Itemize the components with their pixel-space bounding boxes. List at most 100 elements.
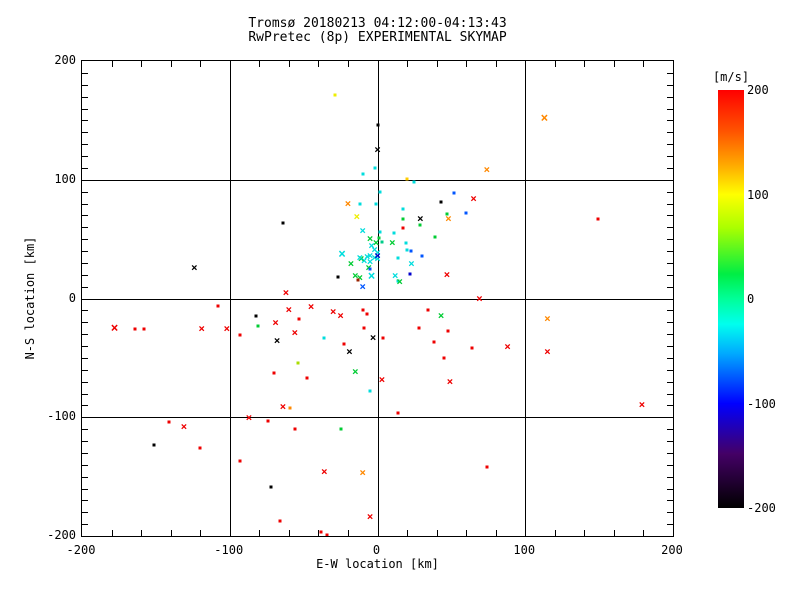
y-minor-tick <box>667 500 673 502</box>
data-point-x: × <box>282 285 290 299</box>
x-minor-tick <box>259 61 261 67</box>
data-point-dot <box>401 226 405 230</box>
y-minor-tick <box>82 227 88 229</box>
data-point-x: × <box>356 272 363 283</box>
data-point-dot <box>417 326 421 330</box>
y-minor-tick <box>82 441 88 442</box>
x-minor-tick <box>318 61 320 67</box>
data-point-x: × <box>369 330 377 344</box>
y-minor-tick <box>82 381 88 383</box>
data-point-dot <box>297 317 301 321</box>
y-minor-tick <box>82 512 88 514</box>
data-point-dot <box>452 191 456 195</box>
figure-title-block: Tromsø 20180213 04:12:00-04:13:43 RwPret… <box>81 17 674 45</box>
plot-area: × × × × × × × × × × × × × × × × × × × × × × × × × × × × × × × × × × × × × × × ×… <box>81 60 674 537</box>
y-minor-tick <box>667 488 673 490</box>
x-minor-tick <box>407 61 409 67</box>
y-minor-tick <box>82 322 88 324</box>
data-point-x: × <box>368 239 375 253</box>
data-point-x: × <box>374 252 381 266</box>
y-minor-tick <box>667 120 673 122</box>
data-point-x: × <box>273 334 281 348</box>
figure-title: Tromsø 20180213 04:12:00-04:13:43 <box>248 16 507 31</box>
y-minor-tick <box>667 84 673 86</box>
y-minor-tick <box>667 96 673 98</box>
y-minor-tick <box>82 203 88 205</box>
data-point-dot <box>281 221 285 224</box>
y-minor-tick <box>667 393 673 395</box>
grid-line-horizontal <box>82 417 673 419</box>
data-point-x: × <box>365 262 372 273</box>
y-minor-tick <box>82 476 88 478</box>
data-point-dot <box>439 200 443 204</box>
x-minor-tick <box>466 530 468 536</box>
data-point-x: × <box>371 251 378 265</box>
data-point-x: × <box>347 257 355 271</box>
data-point-dot <box>216 304 220 308</box>
grid-line-horizontal <box>82 179 673 181</box>
data-point-x: × <box>285 303 293 317</box>
y-minor-tick <box>667 215 673 217</box>
data-point-x: × <box>352 365 359 379</box>
data-point-x: × <box>338 246 346 262</box>
data-point-dot <box>272 371 276 375</box>
y-minor-tick <box>667 144 673 146</box>
data-point-dot <box>365 312 369 316</box>
x-minor-tick <box>554 530 556 536</box>
data-point-dot <box>374 202 378 205</box>
data-point-x: × <box>374 248 381 262</box>
data-point-dot <box>333 93 337 97</box>
data-point-x: × <box>357 252 365 266</box>
x-minor-tick <box>495 530 497 536</box>
data-point-dot <box>433 235 437 239</box>
y-minor-tick <box>82 156 88 157</box>
data-point-dot <box>293 427 297 431</box>
data-point-dot <box>278 519 282 523</box>
data-point-dot <box>238 333 242 337</box>
data-point-dot <box>336 275 340 279</box>
data-point-x: × <box>198 322 205 336</box>
data-point-dot <box>396 411 400 414</box>
y-minor-tick <box>82 524 88 526</box>
data-point-dot <box>470 346 474 350</box>
x-minor-tick <box>466 61 468 67</box>
data-point-dot <box>408 272 412 276</box>
y-minor-tick <box>667 227 673 229</box>
y-minor-tick <box>667 286 673 288</box>
x-minor-tick <box>495 61 497 67</box>
data-point-dot <box>412 180 416 184</box>
x-minor-tick <box>259 530 261 536</box>
data-point-x: × <box>245 411 253 425</box>
y-minor-tick <box>667 346 673 347</box>
y-minor-tick <box>82 310 88 312</box>
grid-line-horizontal <box>82 298 673 300</box>
data-point-x: × <box>320 464 328 478</box>
data-point-dot <box>485 465 489 469</box>
data-point-dot <box>392 231 396 235</box>
data-point-x: × <box>366 510 374 523</box>
y-minor-tick <box>667 262 673 264</box>
y-minor-tick <box>667 429 673 431</box>
colorbar-title: [m/s] <box>712 70 750 84</box>
x-minor-tick <box>170 530 172 536</box>
y-minor-tick <box>82 84 88 86</box>
y-minor-tick <box>667 274 673 276</box>
data-point-dot <box>409 249 413 253</box>
y-minor-tick <box>82 144 88 146</box>
data-point-x: × <box>391 268 399 282</box>
y-minor-tick <box>82 429 88 431</box>
data-point-dot <box>368 389 372 393</box>
x-minor-tick <box>554 61 556 67</box>
x-minor-tick <box>347 61 349 67</box>
x-minor-tick <box>288 530 290 536</box>
y-minor-tick <box>667 476 673 478</box>
data-point-dot <box>358 202 362 205</box>
x-tick-label: -100 <box>214 543 244 557</box>
x-minor-tick <box>584 61 586 67</box>
y-minor-tick <box>667 322 673 324</box>
colorbar-tick-label: -100 <box>747 396 776 411</box>
data-point-x: × <box>363 249 371 263</box>
data-point-dot <box>378 190 382 194</box>
data-point-dot <box>404 241 408 245</box>
y-minor-tick <box>667 441 673 442</box>
